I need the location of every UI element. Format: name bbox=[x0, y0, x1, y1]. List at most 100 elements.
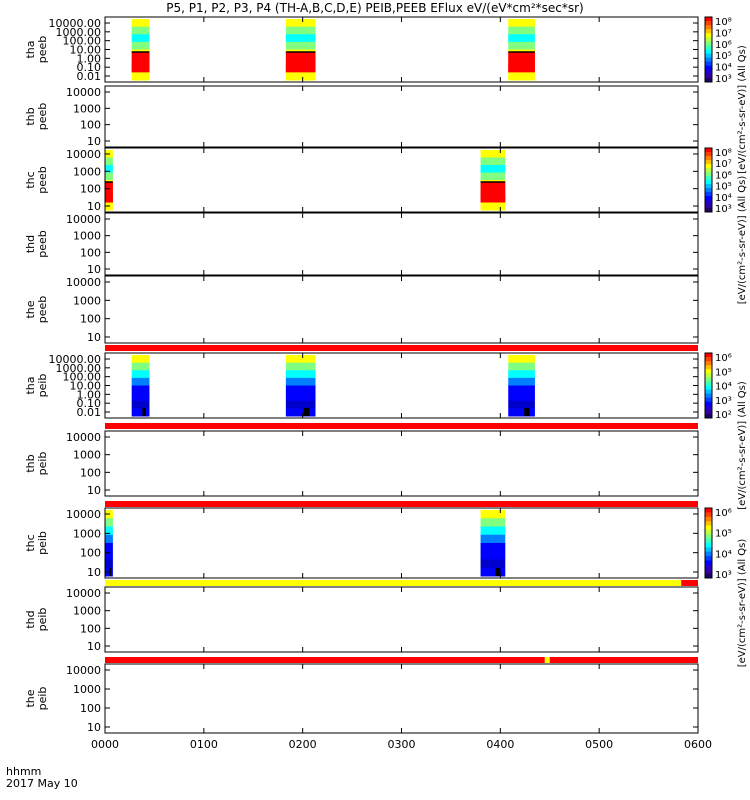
spectrogram-block bbox=[508, 377, 535, 386]
colorbar-tick-label: 10⁵ bbox=[715, 182, 732, 193]
spectrogram-block-low-energy bbox=[131, 52, 150, 72]
colorbar-swatch bbox=[705, 192, 712, 197]
status-bar bbox=[105, 345, 698, 351]
y-tick-label: 100 bbox=[80, 119, 101, 132]
colorbar-swatch bbox=[705, 401, 712, 407]
spectrogram-block bbox=[480, 157, 506, 166]
panel-the-peib: 10000 1000 100 10 thepeib bbox=[24, 663, 699, 734]
y-tick-label: 0.01 bbox=[77, 406, 102, 419]
colorbar-tick-label: 10⁷ bbox=[715, 159, 732, 170]
y-axis-label-product: peib bbox=[36, 374, 49, 398]
spectrogram-block bbox=[508, 26, 535, 35]
status-segment bbox=[549, 657, 698, 663]
colorbar-swatch bbox=[705, 569, 712, 575]
colorbar-swatch bbox=[705, 160, 712, 165]
colorbar-tick-label: 10³ bbox=[715, 204, 732, 215]
y-tick-label: 100.00 bbox=[63, 371, 102, 384]
colorbar-swatch bbox=[705, 69, 712, 75]
colorbar-swatch bbox=[705, 556, 712, 561]
colorbar-swatch bbox=[705, 369, 712, 374]
status-bar bbox=[105, 501, 698, 507]
spectrogram-block bbox=[480, 551, 506, 560]
spectrogram-block-gap bbox=[303, 408, 310, 416]
spectrogram-block-gap bbox=[109, 568, 112, 576]
colorbar-swatch bbox=[705, 508, 712, 513]
colorbar-tick-label: 10⁶ bbox=[715, 508, 732, 519]
y-tick-label: 1000 bbox=[73, 449, 101, 462]
y-tick-label: 100 bbox=[80, 466, 101, 479]
spectrogram-block bbox=[131, 19, 150, 28]
y-tick-label: 10000.00 bbox=[49, 353, 102, 366]
spectrogram-block bbox=[131, 408, 150, 417]
spectrogram-block bbox=[285, 362, 316, 371]
spectrogram-block bbox=[480, 526, 506, 536]
status-bar bbox=[105, 657, 698, 663]
status-segment bbox=[105, 580, 682, 586]
spectrogram-block bbox=[131, 355, 150, 364]
colorbar-swatch bbox=[705, 73, 712, 79]
y-axis-label-probe: thb bbox=[24, 454, 37, 472]
spectrogram-block bbox=[480, 510, 506, 519]
y-tick-label: 10.00 bbox=[70, 44, 102, 57]
spectrogram-block-low-energy bbox=[480, 182, 506, 202]
colorbar-swatch bbox=[705, 525, 712, 531]
panel-frame bbox=[104, 586, 699, 653]
colorbar-swatch bbox=[705, 164, 712, 169]
colorbar-swatch bbox=[705, 29, 712, 34]
colorbar-tick-label: 10³ bbox=[715, 570, 732, 581]
colorbar-swatch bbox=[705, 393, 712, 399]
y-tick-label: 10000 bbox=[66, 213, 101, 226]
y-tick-label: 1000 bbox=[73, 527, 101, 540]
spectrogram-block bbox=[285, 355, 316, 364]
y-tick-label: 10 bbox=[87, 640, 101, 653]
colorbar-swatch bbox=[705, 204, 712, 209]
spectrogram-block bbox=[105, 559, 113, 569]
colorbar-tick-label: 10⁴ bbox=[715, 382, 732, 393]
colorbar-swatch bbox=[705, 49, 712, 55]
spectrogram-block bbox=[508, 393, 535, 402]
spectrogram-block bbox=[480, 165, 506, 173]
y-axis-label-probe: tha bbox=[24, 376, 37, 394]
y-tick-label: 10000 bbox=[66, 664, 101, 677]
spectrogram-block bbox=[131, 41, 150, 50]
colorbar-swatch bbox=[705, 57, 712, 63]
x-axis-label-date: 2017 May 10 bbox=[6, 777, 78, 790]
y-axis-label-probe: thc bbox=[24, 171, 37, 188]
colorbar-swatch bbox=[705, 176, 712, 181]
panel-the-peeb: 10000 1000 100 10 thepeeb bbox=[24, 275, 699, 344]
y-axis-label-probe: thb bbox=[24, 107, 37, 125]
y-axis-label: thapeeb bbox=[24, 36, 49, 64]
y-tick-label: 10 bbox=[87, 331, 101, 344]
panel-frame bbox=[104, 212, 699, 276]
spectrogram-block bbox=[285, 408, 316, 417]
spectrogram-block bbox=[105, 543, 113, 552]
colorbar-tick-label: 10⁷ bbox=[715, 28, 732, 39]
colorbar-label: [eV/(cm²-s-sr-eV)] (All Qs) bbox=[737, 381, 748, 510]
x-tick-label: 0100 bbox=[190, 738, 218, 751]
spectrogram-block bbox=[508, 355, 535, 364]
colorbar-swatch bbox=[705, 361, 712, 366]
plot-title: P5, P1, P2, P3, P4 (TH-A,B,C,D,E) PEIB,P… bbox=[166, 1, 584, 15]
spectrogram-block bbox=[508, 400, 535, 409]
spectrogram-block bbox=[131, 362, 150, 371]
y-axis-label: thdpeeb bbox=[24, 230, 49, 258]
spectrogram-block bbox=[480, 534, 506, 544]
y-tick-label: 10000 bbox=[66, 86, 101, 99]
y-tick-label: 0.01 bbox=[77, 70, 102, 83]
y-tick-label: 1000 bbox=[73, 165, 101, 178]
colorbar-label: [eV/(cm²-s-sr-eV)] (All Qs) bbox=[737, 539, 748, 668]
x-tick-label: 0000 bbox=[91, 738, 119, 751]
colorbar: 10⁶ 10⁵ 10⁴ 10³ [eV/(cm²-s-sr-eV)] (All Qs) bbox=[704, 507, 748, 668]
y-axis-label-product: peeb bbox=[36, 296, 49, 324]
y-axis-label-product: peeb bbox=[36, 103, 49, 131]
y-tick-label: 1000 bbox=[73, 294, 101, 307]
colorbar-swatch bbox=[705, 17, 712, 22]
colorbar-swatch bbox=[705, 77, 712, 83]
colorbar-swatch bbox=[705, 397, 712, 403]
colorbar-swatch bbox=[705, 573, 712, 579]
y-tick-label: 10000 bbox=[66, 148, 101, 161]
y-tick-label: 1000.00 bbox=[56, 26, 102, 39]
